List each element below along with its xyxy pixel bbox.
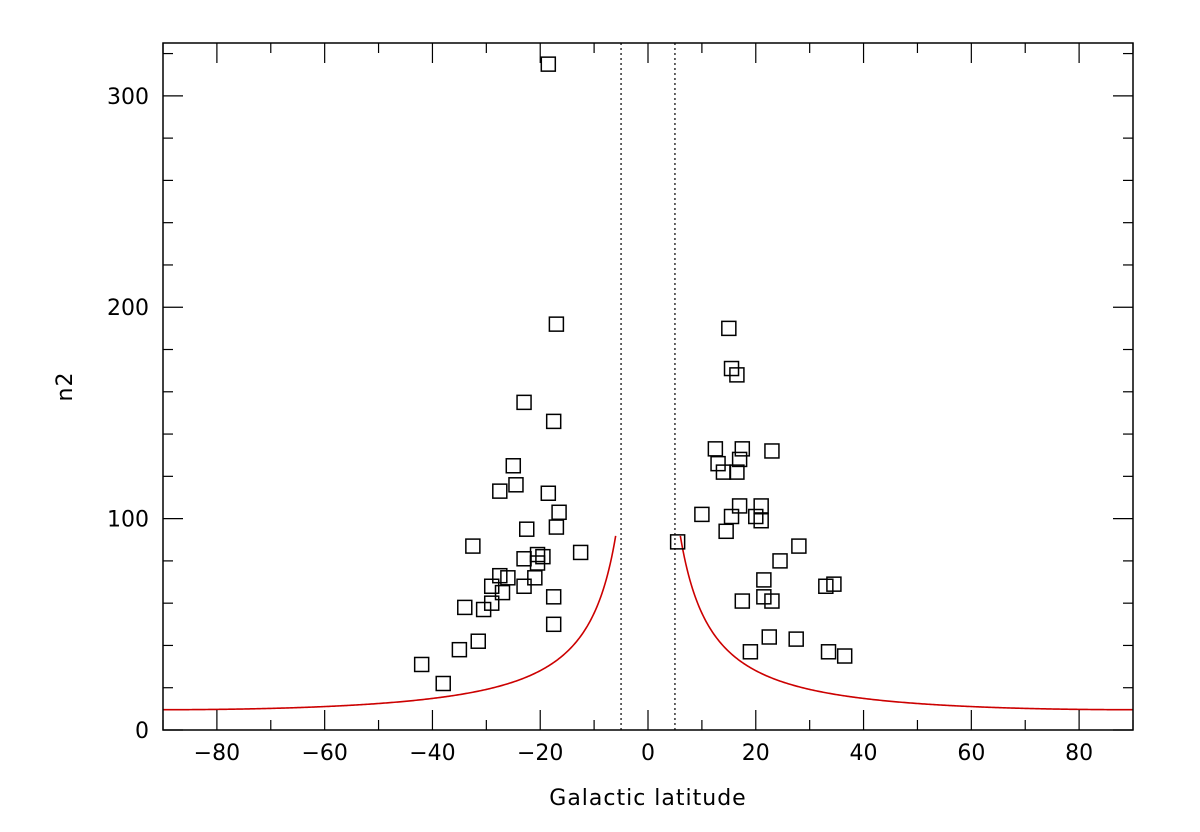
data-point: [540, 485, 557, 501]
data-point: [494, 584, 511, 601]
model-curve-left: [163, 535, 617, 711]
data-point: [836, 648, 853, 664]
data-point: [710, 455, 726, 472]
data-point: [500, 570, 516, 586]
model-curves: [163, 535, 1133, 711]
x-tick-label: 40: [850, 741, 878, 766]
data-point: [545, 616, 562, 633]
x-tick-label: −20: [517, 741, 563, 766]
x-tick-label: −60: [301, 741, 347, 766]
reference-lines: [620, 43, 676, 730]
data-point: [742, 644, 759, 660]
data-point: [545, 589, 562, 605]
data-point: [729, 367, 745, 383]
axis-ticks: [162, 43, 1134, 731]
data-point: [707, 441, 724, 457]
data-point: [527, 570, 543, 586]
data-point: [492, 567, 508, 584]
x-tick-label: 20: [742, 741, 770, 766]
tick-labels: −80 −60 −40 −20 0 20 40 60 80 0 100 200 300: [107, 85, 1093, 766]
data-point: [413, 656, 430, 673]
data-point: [669, 534, 686, 550]
data-point: [457, 599, 473, 616]
data-point: [694, 506, 710, 523]
y-tick-label: 300: [107, 85, 149, 110]
data-points: [413, 56, 853, 692]
data-point: [818, 578, 834, 595]
data-point: [715, 464, 732, 480]
x-tick-label: −80: [194, 741, 240, 766]
y-tick-label: 0: [135, 719, 149, 744]
data-point: [820, 644, 837, 660]
data-point: [540, 56, 557, 72]
data-point: [492, 483, 508, 499]
data-point: [753, 498, 769, 514]
data-point: [772, 553, 788, 569]
data-point: [545, 413, 562, 430]
data-point: [748, 508, 764, 525]
data-point: [475, 601, 492, 618]
data-point: [519, 521, 535, 537]
data-point: [764, 443, 780, 459]
data-point: [470, 633, 486, 649]
data-point: [764, 593, 780, 609]
y-tick-label: 200: [107, 296, 149, 321]
y-axis-label: n2: [53, 372, 78, 402]
data-point: [718, 523, 734, 540]
data-point: [529, 555, 546, 571]
data-point: [508, 477, 524, 493]
data-point: [516, 578, 532, 595]
y-tick-label: 100: [107, 508, 149, 533]
data-point: [548, 519, 565, 535]
data-point: [551, 504, 567, 521]
data-point: [723, 508, 740, 525]
x-axis-label: Galactic latitude: [549, 786, 746, 811]
data-point: [729, 464, 745, 480]
data-point: [753, 512, 769, 529]
model-curve-right: [679, 535, 1133, 711]
data-point: [788, 631, 804, 647]
x-tick-label: 0: [641, 741, 655, 766]
data-point: [516, 394, 532, 411]
data-point: [731, 451, 748, 468]
data-point: [572, 544, 589, 561]
data-point: [435, 675, 451, 692]
x-tick-label: −40: [409, 741, 455, 766]
data-point: [451, 641, 468, 658]
data-point: [761, 629, 777, 645]
data-point: [465, 538, 481, 554]
plot-frame: [162, 42, 1134, 731]
data-point: [548, 316, 565, 332]
data-point: [731, 498, 748, 514]
x-tick-label: 60: [957, 741, 985, 766]
data-point: [734, 593, 751, 609]
data-point: [826, 576, 842, 592]
data-point: [734, 441, 751, 457]
data-point: [516, 551, 532, 567]
data-point: [756, 572, 772, 588]
data-point: [721, 320, 737, 337]
data-point: [756, 589, 772, 605]
data-point: [505, 458, 522, 474]
x-tick-label: 80: [1065, 741, 1093, 766]
data-point: [791, 538, 807, 554]
